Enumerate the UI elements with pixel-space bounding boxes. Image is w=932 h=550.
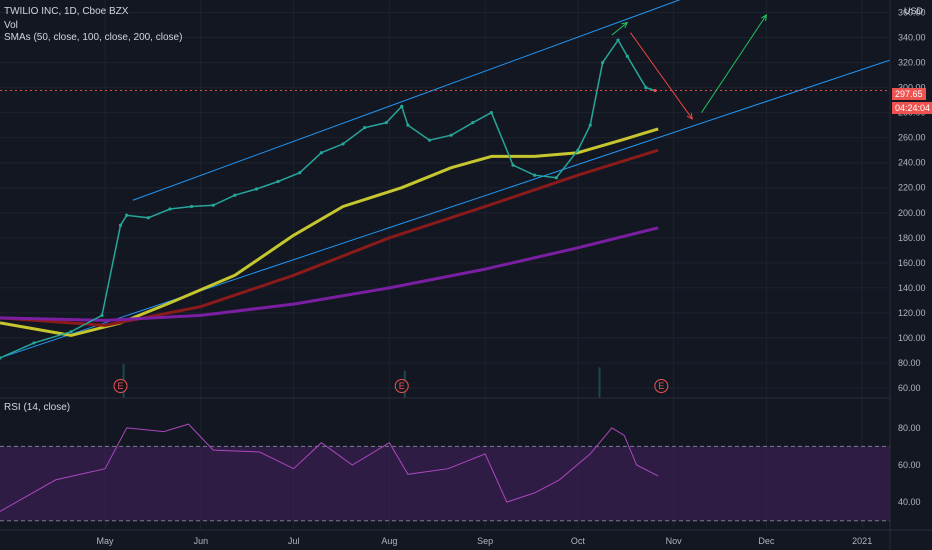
time-tick-label: May: [97, 536, 115, 546]
arrow-line-green[interactable]: [701, 14, 767, 113]
close-point: [449, 133, 453, 137]
trend-channel[interactable]: [0, 0, 891, 359]
close-point: [168, 207, 172, 211]
earnings-marker[interactable]: [113, 379, 128, 393]
close-point: [363, 126, 367, 130]
close-point: [511, 163, 515, 167]
rsi-legend[interactable]: RSI (14, close): [4, 402, 71, 413]
price-tick-label: 160.00: [898, 258, 926, 268]
time-tick-label: Dec: [758, 536, 775, 546]
close-point: [471, 121, 475, 125]
currency-label: USD: [904, 6, 924, 16]
close-point: [233, 193, 237, 197]
price-tick-label: 140.00: [898, 283, 926, 293]
price-tick-label: 220.00: [898, 183, 926, 193]
close-point: [189, 204, 194, 209]
countdown-tag: 04:24:04: [892, 102, 932, 114]
price-tick-label: 80.00: [898, 358, 921, 368]
close-point: [146, 216, 150, 220]
time-axis[interactable]: May Jun Jul Aug Sep Oct Nov Dec 2021: [97, 536, 873, 546]
close-point: [341, 142, 345, 146]
time-tick-label: Nov: [666, 536, 683, 546]
last-price-tag: 297.65: [892, 88, 926, 100]
price-tick-label: 300.00: [898, 83, 926, 93]
arrow-head-red: [686, 112, 693, 120]
earnings-marker-label: E: [118, 381, 124, 391]
close-point: [69, 330, 73, 334]
time-tick-label: Oct: [571, 536, 586, 546]
rsi-line: [0, 423, 659, 512]
arrow-head-green: [621, 21, 629, 29]
close-point: [625, 54, 629, 58]
close-point: [400, 104, 404, 108]
close-point: [601, 60, 605, 65]
close-point: [554, 176, 558, 180]
earnings-marker-label: E: [399, 381, 405, 391]
close-point: [254, 187, 259, 191]
close-point: [384, 121, 388, 125]
close-point: [298, 171, 302, 175]
earnings-marker[interactable]: [394, 379, 409, 393]
arrow-line-red[interactable]: [630, 32, 693, 120]
sma-line-sma-200: [0, 226, 659, 322]
price-tick-label: 100.00: [898, 333, 926, 343]
close-point: [125, 213, 129, 217]
close-point: [118, 223, 123, 227]
close-point: [0, 356, 2, 360]
close-point: [533, 173, 537, 177]
time-tick-label: Sep: [477, 536, 493, 546]
close-point: [406, 123, 410, 127]
price-tick-label: 240.00: [898, 158, 926, 168]
close-point: [319, 151, 323, 155]
volume-bar: [598, 367, 601, 398]
time-tick-label: Jun: [194, 536, 209, 546]
sma-line-sma-100: [0, 148, 659, 327]
sma-legend[interactable]: SMAs (50, close, 100, close, 200, close): [4, 32, 183, 43]
close-point: [489, 111, 493, 115]
close-point: [588, 123, 592, 127]
rsi-tick-label: 60.00: [898, 460, 921, 470]
close-point: [644, 86, 648, 90]
arrow-line-green[interactable]: [611, 22, 628, 36]
price-tick-label: 200.00: [898, 208, 926, 218]
price-tick-label: 120.00: [898, 308, 926, 318]
close-point: [427, 138, 432, 142]
price-tick-label: 320.00: [898, 58, 926, 68]
grid-lines: [0, 0, 890, 530]
price-tick-label: 60.00: [898, 383, 921, 393]
close-price-line: [0, 38, 656, 359]
earnings-marker[interactable]: [654, 379, 669, 393]
channel-line-upper[interactable]: [132, 0, 686, 201]
price-axis[interactable]: 60.00 80.00 100.00 120.00 140.00 160.00 180.00…: [898, 8, 926, 393]
time-tick-label: Jul: [288, 536, 300, 546]
price-tick-label: 360.00: [898, 8, 926, 18]
arrow-head-green: [760, 14, 768, 22]
rsi-pane: [0, 423, 890, 522]
close-point: [32, 341, 36, 345]
rsi-tick-label: 80.00: [898, 423, 921, 433]
symbol-title[interactable]: TWILIO INC, 1D, Cboe BZX: [4, 6, 129, 17]
close-point: [100, 313, 104, 317]
price-tick-label: 180.00: [898, 233, 926, 243]
time-tick-label: 2021: [852, 536, 872, 546]
time-tick-label: Aug: [381, 536, 397, 546]
close-point: [576, 148, 580, 152]
channel-line-lower[interactable]: [0, 59, 891, 359]
close-point: [211, 203, 215, 207]
close-point: [276, 179, 280, 184]
price-line: [0, 38, 890, 360]
price-tick-label: 260.00: [898, 133, 926, 143]
close-point: [616, 38, 620, 42]
earnings-marker-label: E: [658, 381, 664, 391]
rsi-tick-label: 40.00: [898, 497, 921, 507]
sma-lines: [0, 127, 659, 337]
drawing-arrows[interactable]: [611, 14, 768, 120]
volume-legend[interactable]: Vol: [4, 20, 18, 31]
price-tick-label: 340.00: [898, 33, 926, 43]
rsi-axis[interactable]: 40.00 60.00 80.00: [898, 423, 921, 507]
rsi-band: [0, 446, 890, 521]
